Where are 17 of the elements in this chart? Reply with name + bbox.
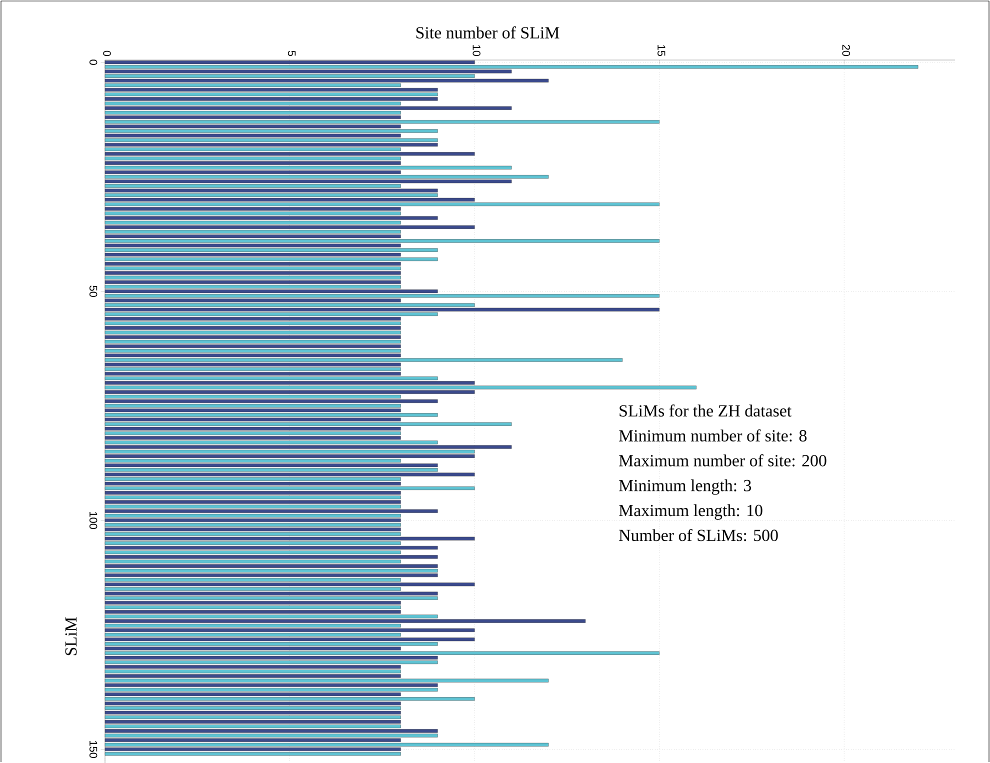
annotation: Maximum length: 10 xyxy=(619,504,762,520)
x-tick-label: 5 xyxy=(288,50,296,56)
y-tick-label: 50 xyxy=(89,286,98,297)
annotation: Minimum number of site: 8 xyxy=(619,429,807,442)
annotation: Number of SLiMs: 500 xyxy=(619,529,778,542)
x-tick-label: 0 xyxy=(103,50,111,56)
annotation: SLiMs for the ZH dataset xyxy=(620,404,792,417)
y-tick-label: 0 xyxy=(89,60,98,65)
y-tick-label: 100 xyxy=(89,512,98,529)
x-axis-title: Site number of SLiM xyxy=(416,26,560,38)
x-tick-label: 10 xyxy=(472,45,480,56)
annotation: Maximum number of site: 200 xyxy=(619,454,826,466)
x-tick-label: 15 xyxy=(658,45,666,56)
y-axis-title: SLiM xyxy=(65,617,77,656)
annotation: Minimum length: 3 xyxy=(619,479,752,495)
x-tick-label: 20 xyxy=(842,44,850,56)
y-tick-label: 150 xyxy=(89,740,98,758)
